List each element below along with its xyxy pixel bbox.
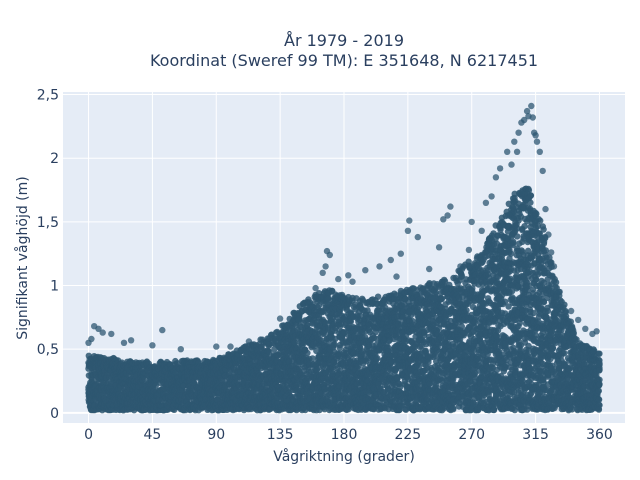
scatter-point (180, 382, 188, 390)
scatter-point (331, 341, 338, 348)
scatter-point (309, 355, 316, 362)
scatter-point (374, 355, 381, 362)
scatter-point (304, 349, 311, 357)
scatter-point (266, 348, 273, 355)
scatter-point (152, 382, 160, 389)
scatter-point (449, 405, 457, 412)
scatter-point (291, 339, 299, 346)
data-points (85, 102, 603, 414)
scatter-point (458, 323, 465, 330)
scatter-point (374, 293, 382, 300)
scatter-point (304, 374, 311, 381)
scatter-point (304, 322, 311, 329)
